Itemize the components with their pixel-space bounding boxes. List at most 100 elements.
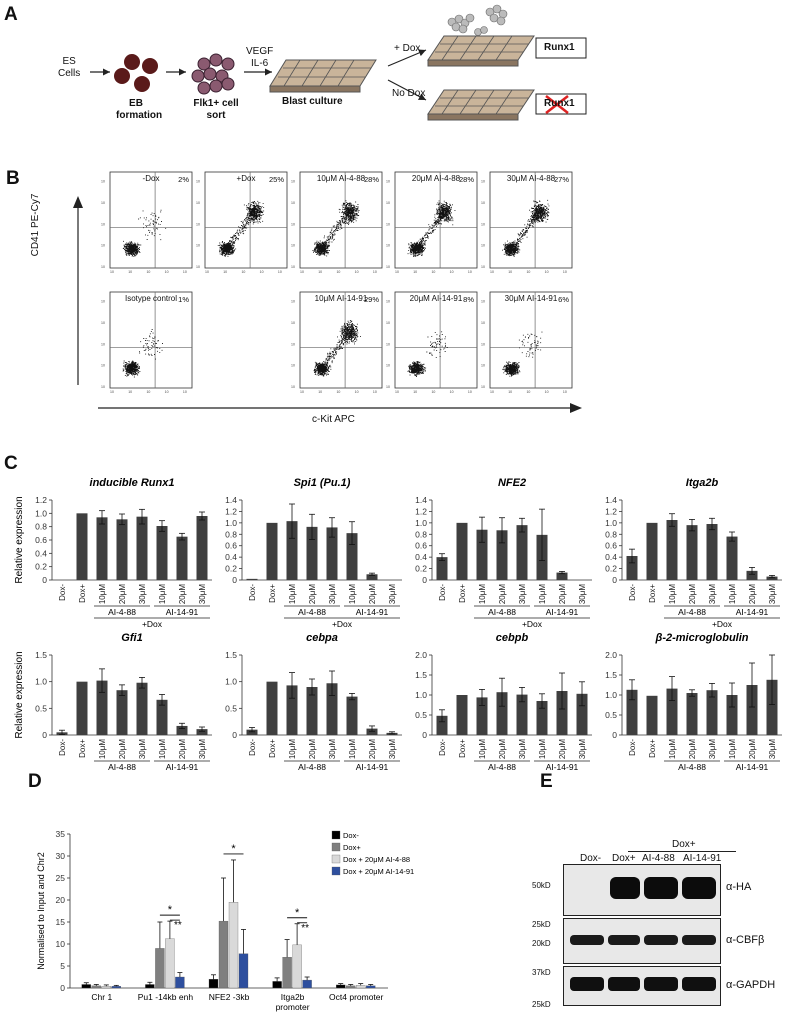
- group-label: AI-4-88: [678, 762, 706, 770]
- chip-bar: [292, 944, 302, 989]
- expression-chart: NFE2 00.2 0.40.6 0.81.0 1.21.4 Dox- Dox+ 10μM 20…: [415, 477, 592, 629]
- flow-y-tick-label: 10: [101, 265, 105, 269]
- flow-x-tick-label: 10: [563, 390, 567, 394]
- x-category-label: Dox+: [458, 739, 467, 758]
- lane-label-dox-plus: Dox+: [612, 853, 636, 864]
- expression-bar: [766, 679, 778, 735]
- x-category-label: Itga2b: [281, 992, 305, 1002]
- y-tick-label: 1.4: [605, 495, 617, 505]
- expression-bar: [456, 695, 468, 735]
- expression-bar: [326, 683, 338, 735]
- band-ha-lane2: [610, 877, 640, 899]
- y-tick-label: 0.8: [35, 522, 47, 532]
- y-tick-label: 1.5: [35, 650, 47, 660]
- flow-plot-frame: [204, 171, 288, 269]
- x-category-label: Dox-: [628, 739, 637, 756]
- y-tick-label: 30: [56, 851, 66, 861]
- flow-x-tick-label: 10: [318, 390, 322, 394]
- y-tick-label: 0: [612, 730, 617, 740]
- x-category-label: 20μM: [558, 739, 567, 760]
- expression-bar: [496, 692, 508, 735]
- x-category-label: Dox+: [268, 739, 277, 758]
- chip-bar: [238, 953, 249, 989]
- x-category-label: Oct4 promoter: [329, 992, 383, 1002]
- chart-title: cebpb: [496, 632, 529, 644]
- group-label: AI-14-91: [356, 607, 389, 617]
- flow-y-tick-label: 10: [101, 364, 105, 368]
- flow-x-tick-label: 10: [545, 270, 549, 274]
- antibody-label-gapdh: α-GAPDH: [726, 979, 776, 991]
- flow-y-tick-label: 10: [196, 265, 200, 269]
- x-category-label: 30μM: [578, 584, 587, 605]
- flow-y-tick-label: 10: [196, 180, 200, 184]
- band-ha-lane3: [644, 877, 678, 899]
- group-label: AI-14-91: [736, 607, 769, 617]
- flow-x-tick-label: 10: [165, 270, 169, 274]
- y-tick-label: 1.0: [605, 518, 617, 528]
- flow-x-tick-label: 10: [183, 270, 187, 274]
- expression-bar: [176, 725, 188, 735]
- flow-plot-events: [502, 199, 550, 257]
- arrow-no-dox: [387, 79, 427, 101]
- expression-bar: [366, 728, 378, 735]
- y-tick-label: 0.2: [415, 564, 427, 574]
- group-label: AI-14-91: [546, 762, 579, 770]
- flow-x-tick-label: 10: [490, 270, 494, 274]
- flow-x-tick-label: 10: [241, 270, 245, 274]
- arrow-plus-dox: [387, 49, 427, 67]
- group-label: AI-14-91: [736, 762, 769, 770]
- expression-bar: [96, 517, 108, 580]
- x-category-label: 30μM: [328, 739, 337, 760]
- y-tick-label: 0: [232, 575, 237, 585]
- x-category-label: Dox-: [628, 584, 637, 601]
- band-gapdh-lane3: [644, 977, 678, 991]
- expression-bar: [306, 526, 318, 580]
- legend-label: Dox + 20μM AI-4-88: [343, 855, 410, 864]
- y-tick-label: 10: [56, 939, 66, 949]
- y-tick-label: 0.4: [35, 548, 47, 558]
- flow-y-tick-label: 10: [101, 180, 105, 184]
- flow-x-tick-label: 10: [355, 390, 359, 394]
- significance-mark: **: [174, 920, 182, 931]
- flow-y-tick-label: 10: [291, 321, 295, 325]
- expression-bar: [496, 530, 508, 580]
- x-category-label: 10μM: [478, 739, 487, 760]
- y-tick-label: 0.5: [605, 710, 617, 720]
- es-cells-label: ES Cells: [58, 56, 81, 79]
- group-label: AI-4-88: [488, 762, 516, 770]
- flow-y-tick-label: 10: [481, 222, 485, 226]
- x-category-label: Dox+: [458, 584, 467, 603]
- expression-bar: [76, 681, 88, 735]
- chip-bar: [145, 984, 155, 989]
- flow-plot-events: [122, 209, 167, 257]
- group-label: AI-14-91: [166, 607, 199, 617]
- x-category-label: 20μM: [688, 584, 697, 605]
- x-category-label: 10μM: [728, 584, 737, 605]
- band-gapdh-lane2: [608, 977, 640, 991]
- lane-label-dox-minus: Dox-: [580, 853, 602, 864]
- x-category-label: 20μM: [178, 739, 187, 760]
- chip-bar: [366, 985, 376, 989]
- expression-bar: [476, 697, 488, 735]
- x-category-label: NFE2 -3kb: [209, 992, 250, 1002]
- expression-bar: [646, 695, 658, 735]
- chart-title: β-2-microglobulin: [655, 632, 749, 644]
- y-tick-label: 1.5: [605, 670, 617, 680]
- y-tick-label: 0.4: [415, 552, 427, 562]
- flow-y-tick-label: 10: [101, 385, 105, 389]
- flow-y-tick-label: 10: [101, 300, 105, 304]
- flow-plot-title: 10μM AI-14-91: [315, 294, 368, 303]
- flow-x-axis-label: c-Kit APC: [312, 414, 355, 425]
- panel-label-a: A: [4, 4, 18, 25]
- x-category-label: 30μM: [768, 584, 777, 605]
- chip-bar: [175, 976, 185, 989]
- flow-y-tick-label: 10: [291, 342, 295, 346]
- chart-title: Itga2b: [686, 477, 719, 489]
- expression-bar: [436, 557, 448, 580]
- flow-plot-percentage: 28%: [364, 175, 379, 184]
- chip-bar: [91, 985, 101, 989]
- x-category-label: 10μM: [288, 584, 297, 605]
- flow-y-tick-label: 10: [481, 342, 485, 346]
